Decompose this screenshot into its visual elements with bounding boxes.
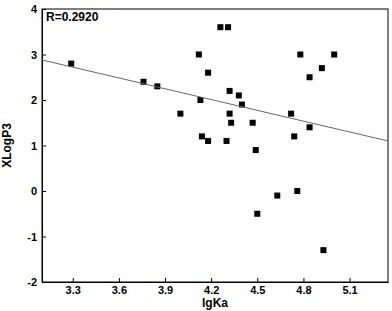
- x-tick-label: 4.8: [296, 284, 311, 296]
- x-tick-label: 3.3: [66, 284, 81, 296]
- point: [236, 92, 242, 98]
- point: [319, 65, 325, 71]
- point: [320, 247, 326, 253]
- point: [254, 211, 260, 217]
- x-tick-mark: [257, 278, 258, 282]
- y-tick: 3: [31, 49, 46, 61]
- x-tick-label: 4.5: [250, 284, 265, 296]
- x-tick-mark: [350, 278, 351, 282]
- y-tick: 1: [31, 140, 46, 152]
- y-tick-mark: [42, 55, 46, 56]
- point: [199, 133, 205, 139]
- point: [274, 193, 280, 199]
- y-tick-mark: [42, 237, 46, 238]
- plot-frame: [42, 9, 388, 282]
- point: [177, 111, 183, 117]
- x-axis-title: lgKa: [202, 296, 228, 310]
- point: [68, 61, 74, 67]
- point: [294, 188, 300, 194]
- point: [288, 111, 294, 117]
- point: [307, 74, 313, 80]
- x-tick: 4.5: [250, 278, 265, 296]
- point: [250, 120, 256, 126]
- y-axis: -2 -1 0 1 2 3 4: [27, 3, 46, 288]
- y-tick-mark: [42, 100, 46, 101]
- point: [253, 147, 259, 153]
- y-tick: 2: [31, 94, 46, 106]
- x-tick-label: 3.9: [158, 284, 173, 296]
- y-tick-label: 3: [31, 49, 37, 61]
- point: [196, 52, 202, 58]
- y-tick: -1: [27, 231, 46, 243]
- x-tick-mark: [303, 278, 304, 282]
- x-tick: 3.3: [66, 278, 81, 296]
- point: [224, 138, 230, 144]
- x-tick: 5.1: [342, 278, 357, 296]
- point: [225, 24, 231, 30]
- x-tick-mark: [119, 278, 120, 282]
- x-tick: 4.8: [296, 278, 311, 296]
- y-tick-label: 4: [31, 3, 38, 15]
- point: [227, 111, 233, 117]
- chart: 3.3 3.6 3.9 4.2 4.5 4.8 5.1 -2 -1 0 1 2 3 4 R=0.2920 lg…: [0, 0, 392, 311]
- y-tick-mark: [42, 146, 46, 147]
- x-tick-mark: [211, 278, 212, 282]
- point: [217, 24, 223, 30]
- plot: 3.3 3.6 3.9 4.2 4.5 4.8 5.1 -2 -1 0 1 2 3 4: [27, 3, 388, 296]
- annotation: R=0.2920: [46, 10, 99, 24]
- y-tick-mark: [42, 282, 46, 283]
- point: [205, 70, 211, 76]
- y-tick: 0: [31, 185, 46, 197]
- y-tick-label: 2: [31, 94, 37, 106]
- y-tick: -2: [27, 276, 46, 288]
- x-tick-label: 5.1: [342, 284, 357, 296]
- x-tick-mark: [73, 278, 74, 282]
- point: [291, 133, 297, 139]
- y-tick-mark: [42, 191, 46, 192]
- x-tick-label: 3.6: [112, 284, 127, 296]
- x-tick: 4.2: [204, 278, 219, 296]
- x-axis: 3.3 3.6 3.9 4.2 4.5 4.8 5.1: [43, 278, 389, 296]
- trend-line: [42, 60, 388, 141]
- y-axis-title: XLogP3: [0, 123, 14, 168]
- marks: [42, 24, 388, 253]
- y-tick: 4: [31, 3, 46, 15]
- point: [297, 52, 303, 58]
- point: [205, 138, 211, 144]
- point: [227, 88, 233, 94]
- point: [228, 120, 234, 126]
- x-tick-label: 4.2: [204, 284, 219, 296]
- y-tick-label: 1: [31, 140, 37, 152]
- y-tick-label: -2: [27, 276, 37, 288]
- x-tick-mark: [165, 278, 166, 282]
- point: [307, 124, 313, 130]
- x-tick: 3.6: [112, 278, 127, 296]
- y-tick-label: 0: [31, 185, 37, 197]
- x-tick: 3.9: [158, 278, 173, 296]
- y-tick-label: -1: [27, 231, 37, 243]
- point: [331, 52, 337, 58]
